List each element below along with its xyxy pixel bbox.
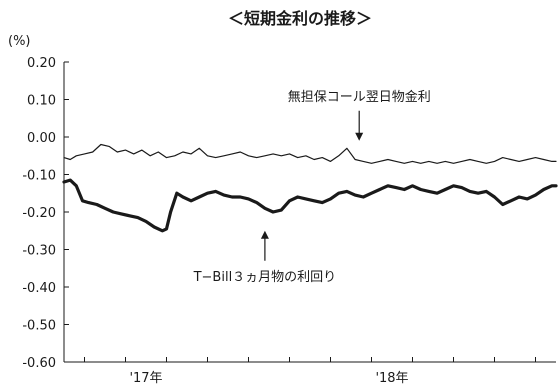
y-tick-label: -0.20 bbox=[22, 206, 56, 221]
y-tick-label: -0.30 bbox=[22, 244, 56, 259]
y-tick-label: -0.10 bbox=[22, 169, 56, 184]
y-tick-label: -0.60 bbox=[22, 356, 56, 371]
y-tick-label: 0.20 bbox=[27, 56, 56, 71]
x-tick-label: '17年 bbox=[129, 371, 162, 386]
chart-title: ＜短期金利の推移＞ bbox=[228, 9, 372, 28]
axes: 0.20 0.10 0.00 -0.10 -0.20 -0.30 -0.40 -0.50 -0.… bbox=[22, 56, 556, 386]
y-tick-label: 0.10 bbox=[27, 94, 56, 109]
annotation-label-1: 無担保コール翌日物金利 bbox=[288, 89, 431, 105]
series-lines bbox=[62, 143, 558, 233]
y-tick-label: 0.00 bbox=[27, 131, 56, 146]
y-unit-label: (%) bbox=[8, 34, 31, 49]
annotation-arrow-head bbox=[355, 132, 364, 141]
x-tick-label: '18年 bbox=[375, 371, 408, 386]
annotation-label-2: T−Bill３ヵ月物の利回り bbox=[193, 270, 337, 285]
annotations: 無担保コール翌日物金利 T−Bill３ヵ月物の利回り bbox=[193, 89, 431, 285]
annotation-arrow-head bbox=[260, 230, 269, 239]
series-line-2 bbox=[62, 178, 558, 233]
y-tick-label: -0.50 bbox=[22, 319, 56, 334]
y-tick-label: -0.40 bbox=[22, 281, 56, 296]
series-line-1 bbox=[63, 143, 557, 164]
